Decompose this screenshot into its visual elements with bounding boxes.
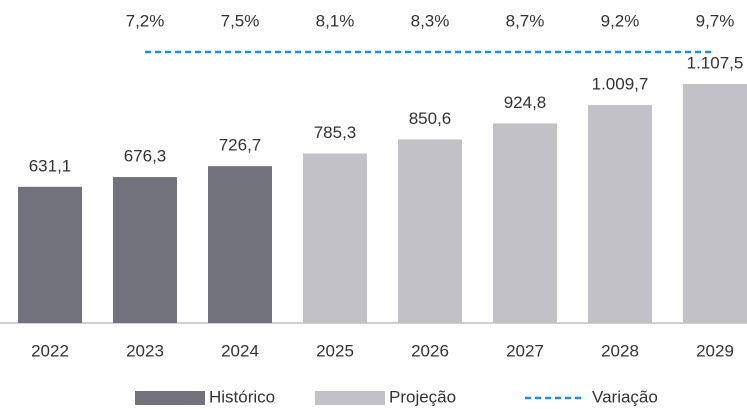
legend-label: Projeção [389,387,456,406]
legend-label: Variação [592,387,658,406]
value-label: 726,7 [219,136,262,155]
value-label: 676,3 [124,147,167,166]
x-tick-label: 2025 [316,341,354,360]
x-tick-label: 2027 [506,341,544,360]
variation-label: 8,7% [506,11,545,30]
variation-label: 8,3% [411,11,450,30]
value-label: 631,1 [29,156,72,175]
variation-label: 9,2% [601,11,640,30]
bar [588,105,652,323]
bar [208,166,272,323]
variation-label: 7,2% [126,11,165,30]
x-tick-label: 2024 [221,341,259,360]
x-tick-label: 2028 [601,341,639,360]
value-label: 1.107,5 [687,53,744,72]
bar [493,123,557,323]
variation-label: 9,7% [696,11,735,30]
variation-label: 7,5% [221,11,260,30]
bar [398,139,462,323]
x-tick-label: 2023 [126,341,164,360]
variation-label: 8,1% [316,11,355,30]
value-label: 1.009,7 [592,75,649,94]
bar [18,186,82,323]
bar [683,84,747,323]
legend-swatch [135,391,205,405]
legend-label: Histórico [209,387,275,406]
value-label: 785,3 [314,123,357,142]
bar [113,177,177,323]
value-label: 850,6 [409,109,452,128]
legend-swatch [315,391,385,405]
bar [303,153,367,323]
x-tick-label: 2026 [411,341,449,360]
value-label: 924,8 [504,93,547,112]
x-tick-label: 2029 [696,341,734,360]
x-tick-label: 2022 [31,341,69,360]
